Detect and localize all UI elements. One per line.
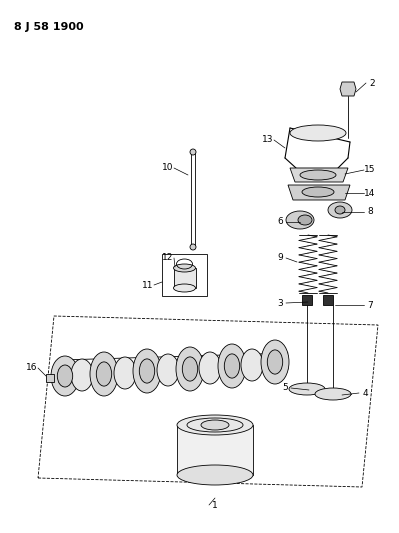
Ellipse shape	[289, 383, 325, 395]
Ellipse shape	[290, 125, 346, 141]
Bar	[323, 295, 333, 305]
Text: 6: 6	[277, 217, 283, 227]
Ellipse shape	[139, 359, 155, 383]
Ellipse shape	[177, 465, 253, 485]
Ellipse shape	[190, 244, 196, 250]
Ellipse shape	[176, 347, 204, 391]
Ellipse shape	[133, 349, 161, 393]
Ellipse shape	[71, 359, 93, 391]
Bar	[46, 374, 54, 382]
Ellipse shape	[51, 356, 79, 396]
Ellipse shape	[174, 264, 196, 272]
Ellipse shape	[182, 357, 198, 381]
Text: 12: 12	[162, 254, 174, 262]
Text: 1: 1	[212, 500, 218, 510]
Ellipse shape	[199, 352, 221, 384]
Ellipse shape	[328, 202, 352, 218]
Ellipse shape	[335, 206, 345, 214]
Ellipse shape	[177, 415, 253, 435]
Text: 9: 9	[277, 254, 283, 262]
Ellipse shape	[114, 357, 136, 389]
Ellipse shape	[190, 149, 196, 155]
Ellipse shape	[300, 170, 336, 180]
Ellipse shape	[90, 352, 118, 396]
Bar	[302, 295, 312, 305]
Ellipse shape	[267, 350, 283, 374]
Ellipse shape	[298, 215, 312, 225]
Ellipse shape	[224, 354, 240, 378]
Ellipse shape	[157, 354, 179, 386]
Text: 4: 4	[362, 389, 368, 398]
Ellipse shape	[218, 344, 246, 388]
Ellipse shape	[315, 388, 351, 400]
Text: 5: 5	[282, 384, 288, 392]
Bar	[162, 254, 207, 296]
Polygon shape	[340, 82, 356, 96]
Text: 2: 2	[369, 78, 375, 87]
Text: 3: 3	[277, 298, 283, 308]
Text: 8 J 58 1900: 8 J 58 1900	[14, 22, 84, 32]
Text: 16: 16	[26, 364, 38, 373]
Polygon shape	[288, 185, 350, 200]
Ellipse shape	[261, 340, 289, 384]
Ellipse shape	[57, 365, 73, 387]
Text: 14: 14	[364, 189, 376, 198]
Bar	[177, 425, 253, 475]
Ellipse shape	[286, 211, 314, 229]
Text: 15: 15	[364, 166, 376, 174]
Bar	[174, 268, 196, 288]
Ellipse shape	[302, 187, 334, 197]
Text: 8: 8	[367, 207, 373, 216]
Ellipse shape	[174, 284, 196, 292]
Polygon shape	[290, 168, 348, 182]
Text: 7: 7	[367, 301, 373, 310]
Ellipse shape	[241, 349, 263, 381]
Text: 11: 11	[142, 280, 154, 289]
Text: 10: 10	[162, 164, 174, 173]
Ellipse shape	[96, 362, 112, 386]
Text: 13: 13	[262, 135, 274, 144]
Ellipse shape	[201, 420, 229, 430]
